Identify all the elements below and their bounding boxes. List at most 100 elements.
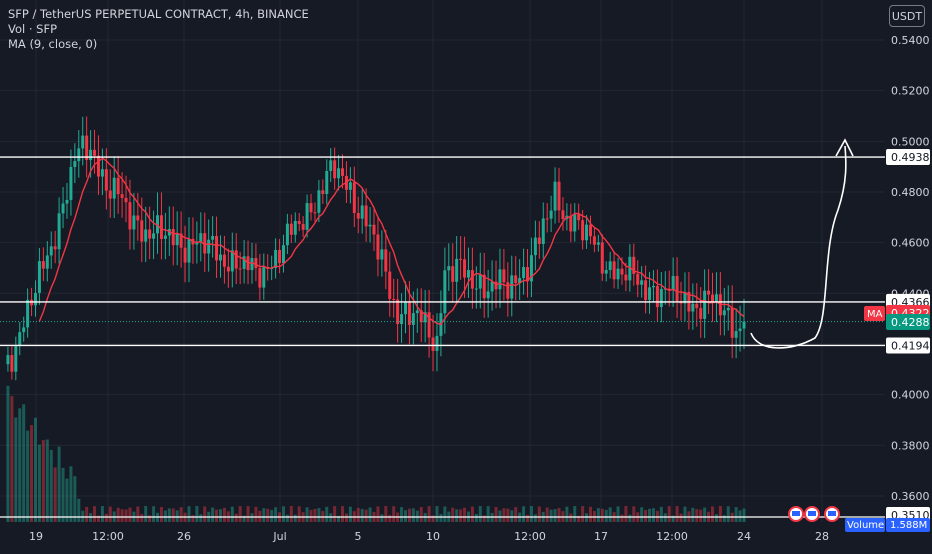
volume-bar [419, 506, 423, 522]
candle-body [317, 190, 321, 213]
volume-bar [30, 425, 34, 522]
volume-bar [632, 506, 636, 522]
volume-bar [230, 506, 234, 522]
volume-bar [179, 507, 183, 522]
candle-body [258, 268, 262, 288]
volume-bar [289, 506, 293, 522]
volume-bar [325, 506, 329, 522]
candle-body [337, 168, 341, 179]
candle-body [132, 215, 136, 230]
volume-bar [734, 507, 738, 522]
volume-bar [463, 507, 467, 522]
candle-body [112, 177, 116, 199]
volume-bar [33, 417, 37, 522]
candle-body [195, 242, 199, 245]
volume-bar [435, 506, 439, 522]
candle-body [455, 258, 459, 282]
event-flag-inner [792, 511, 800, 516]
volume-indicator-label[interactable]: Vol · SFP [8, 22, 58, 36]
volume-bar [443, 506, 447, 522]
volume-bar [624, 506, 628, 522]
volume-bar [651, 508, 655, 522]
candle-body [69, 166, 73, 200]
candle-body [738, 328, 742, 332]
candle-body [459, 258, 463, 260]
volume-bar [648, 508, 652, 522]
volume-bar [49, 449, 53, 522]
volume-bar [714, 514, 718, 522]
candle-body [254, 258, 258, 269]
candle-body [89, 149, 93, 160]
volume-bar [738, 510, 742, 522]
candle-body [683, 291, 687, 304]
candle-body [57, 213, 61, 250]
candle-body [478, 274, 482, 289]
volume-bar [136, 506, 140, 522]
candle-body [144, 229, 148, 242]
candle-body [65, 199, 69, 204]
candle-body [466, 270, 470, 278]
candle-body [703, 290, 707, 319]
candle-body [632, 256, 636, 274]
candle-body [423, 312, 427, 323]
candle-body [281, 245, 285, 264]
candle-body [526, 267, 530, 282]
volume-bar [659, 506, 663, 522]
symbol-title[interactable]: SFP / TetherUS PERPETUAL CONTRACT, 4h, B… [8, 7, 309, 21]
volume-tag: Volume [847, 520, 884, 531]
volume-bar [600, 508, 604, 522]
candle-body [522, 267, 526, 279]
candle-body [278, 249, 282, 264]
candle-body [22, 327, 26, 333]
volume-bar [502, 508, 506, 522]
candle-body [352, 182, 356, 213]
ma-indicator-label[interactable]: MA (9, close, 0) [8, 37, 98, 51]
candle-body [187, 238, 191, 263]
candle-body [207, 239, 211, 254]
volume-bar [455, 509, 459, 522]
candle-body [695, 303, 699, 309]
candle-body [545, 218, 549, 220]
volume-bar [596, 508, 600, 522]
candle-body [620, 268, 624, 275]
volume-bar [341, 506, 345, 522]
volume-bar [671, 515, 675, 522]
candle-body [230, 250, 234, 272]
candle-body [156, 215, 160, 234]
volume-bar [486, 506, 490, 522]
volume-bar [364, 509, 368, 522]
last-price-label: 0.4288 [891, 316, 930, 329]
event-flag-inner [828, 511, 836, 516]
volume-bar [195, 506, 199, 522]
candle-body [557, 181, 561, 211]
candle-body [482, 274, 486, 299]
candle-body [431, 337, 435, 351]
volume-bar [529, 506, 533, 522]
candle-body [49, 246, 53, 256]
volume-bar [144, 506, 148, 522]
candle-body [711, 294, 715, 303]
candle-body [411, 313, 415, 325]
candle-body [356, 212, 360, 219]
candle-body [364, 205, 368, 227]
time-tick-label: 12:00 [92, 530, 124, 543]
candle-body [427, 312, 431, 338]
candle-body [486, 291, 490, 299]
volume-bar [585, 513, 589, 522]
candle-body [518, 278, 522, 284]
candle-body [179, 233, 183, 248]
candle-body [120, 194, 124, 198]
candle-body [148, 229, 152, 239]
currency-button[interactable]: USDT [889, 5, 925, 27]
candle-body [667, 288, 671, 291]
candle-body [585, 224, 589, 241]
volume-bar [400, 507, 404, 522]
price-tick-label: 0.4000 [891, 389, 930, 402]
volume-bar [392, 506, 396, 522]
volume-bar [73, 476, 77, 522]
candle-body [329, 160, 333, 171]
candle-body [183, 247, 187, 263]
candle-body [537, 237, 541, 244]
